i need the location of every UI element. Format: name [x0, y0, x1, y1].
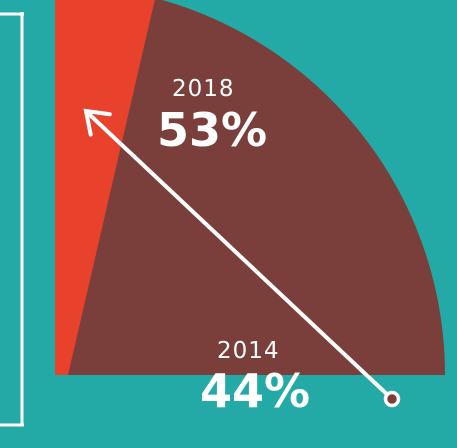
growth-arrow-head: [83, 108, 112, 137]
sector-highlight: [55, 0, 155, 375]
sector-total: [55, 0, 445, 375]
label-value-2018: 53%: [157, 103, 267, 157]
label-year-2018: 2018: [172, 76, 235, 102]
growth-arrow-shaft: [88, 113, 394, 401]
label-year-2014: 2014: [217, 338, 280, 364]
growth-arrow-start-marker: [383, 390, 401, 408]
label-value-2014: 44%: [200, 364, 310, 418]
